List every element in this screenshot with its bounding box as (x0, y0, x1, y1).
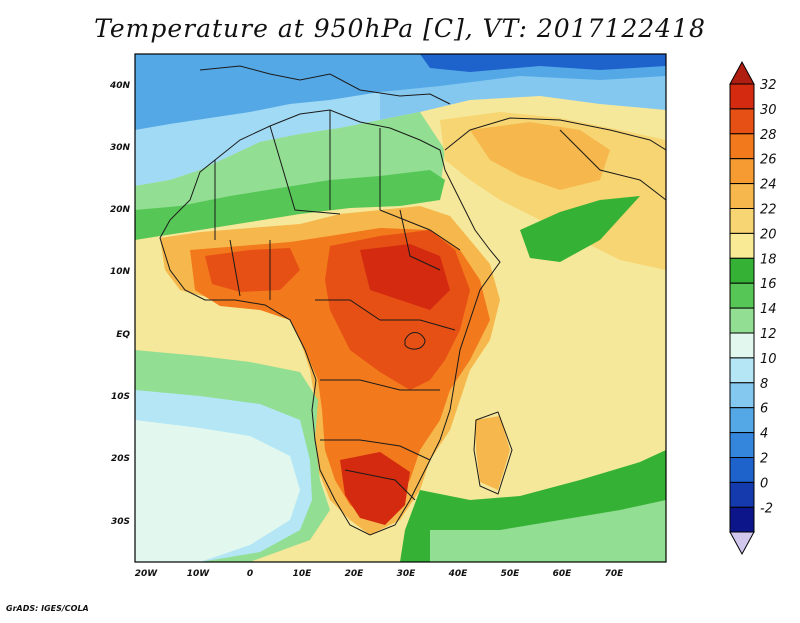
arabia-hot (470, 122, 610, 190)
colorbar-swatch (729, 83, 755, 110)
southern-africa-hottest (340, 452, 410, 525)
colorbar-label: 2 (760, 452, 768, 467)
lon-label: 20W (135, 569, 159, 579)
central-africa-hottest (360, 244, 450, 310)
sahel-green-band (135, 170, 445, 240)
colorbar-swatch (729, 407, 755, 434)
lon-label: 60E (553, 569, 573, 579)
colorbar-swatch (729, 158, 755, 185)
colorbar-label: 6 (760, 402, 768, 417)
colorbar-swatch (729, 457, 755, 483)
credit-text: GrADS: IGES/COLA (6, 604, 89, 613)
colorbar-swatch (729, 257, 755, 284)
colorbar-label: 10 (760, 352, 777, 367)
lat-label: EQ (116, 330, 130, 340)
west-africa-hot (205, 248, 300, 292)
colorbar-label: 30 (760, 103, 777, 118)
atlantic-mild (135, 420, 300, 562)
lat-label: 10N (110, 267, 131, 277)
colorbar-top-cap (729, 60, 755, 85)
arabian-sea-green (520, 196, 640, 262)
colorbar-label: 26 (760, 153, 777, 168)
colorbar-swatch (729, 232, 755, 259)
lon-label: 70E (605, 569, 625, 579)
coastlines (159, 65, 666, 536)
lat-label: 40N (109, 81, 131, 91)
latitude-labels: 40N 30N 20N 10N EQ 10S 20S 30S (109, 81, 131, 527)
lon-label: 30E (397, 569, 417, 579)
colorbar-label: 28 (760, 128, 777, 143)
lat-label: 20N (110, 205, 131, 215)
lat-label: 10S (111, 392, 130, 402)
colorbar-swatch (729, 133, 755, 160)
colorbar-swatch (729, 432, 755, 459)
madagascar-warm (475, 416, 510, 490)
colorbar-swatch (729, 506, 755, 533)
colorbar-swatch (729, 332, 755, 359)
coldest-region-north (420, 54, 666, 72)
colorbar-label: 0 (760, 476, 768, 491)
lon-label: 40E (448, 569, 469, 579)
colorbar-label: 24 (760, 178, 777, 193)
colorbar-swatch (729, 208, 755, 234)
map-title: Temperature at 950hPa [C], VT: 201712241… (94, 14, 706, 43)
colorbar-label: 20 (760, 227, 777, 242)
longitude-labels: 20W 10W 0 10E 20E 30E 40E 50E 60E 70E (135, 569, 624, 579)
lon-label: 20E (345, 569, 365, 579)
colorbar-label: 12 (760, 327, 777, 342)
colorbar-swatch (729, 183, 755, 210)
colorbar-swatch (729, 357, 755, 384)
colorbar-swatch (729, 108, 755, 135)
mild-band-north (135, 92, 380, 186)
colorbar-swatch (729, 307, 755, 334)
lon-label: 0 (247, 569, 253, 579)
temperature-field (135, 54, 666, 562)
colorbar-label: 22 (760, 203, 777, 218)
colorbar-label: 32 (760, 78, 777, 93)
lon-label: 50E (501, 569, 521, 579)
southern-indian-ocean-cool (430, 500, 666, 562)
colorbar-bottom-cap (729, 531, 755, 556)
colorbar-label: 18 (760, 252, 777, 267)
colorbar-label: 16 (760, 277, 777, 292)
colorbar-swatch (729, 481, 755, 508)
colorbar-label: -2 (760, 501, 773, 516)
plot-frame (134, 53, 667, 563)
colorbar-swatch (729, 382, 755, 409)
colorbar-swatch (729, 282, 755, 309)
lat-label: 30S (111, 517, 130, 527)
lon-label: 10E (293, 569, 313, 579)
colorbar-label: 4 (760, 427, 768, 442)
lon-label: 10W (187, 569, 211, 579)
lat-label: 30N (110, 143, 131, 153)
colorbar-label: 8 (760, 377, 768, 392)
lat-label: 20S (111, 454, 130, 464)
colorbar-label: 14 (760, 302, 777, 317)
